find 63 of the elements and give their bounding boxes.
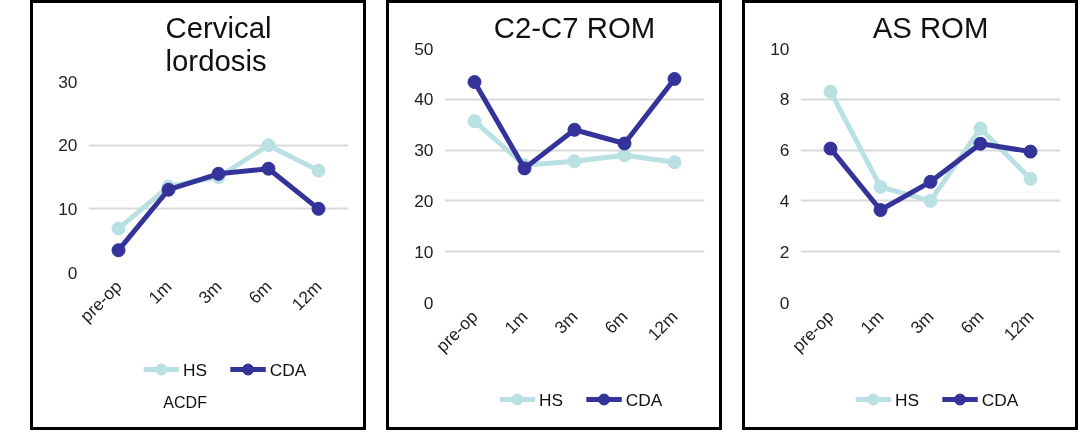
y-tick-label: 10 <box>770 38 790 59</box>
point <box>467 75 482 90</box>
point <box>823 84 838 99</box>
y-tick-label: 20 <box>58 135 78 156</box>
y-tick-label: 10 <box>58 198 78 219</box>
y-tick-label: 8 <box>779 89 790 110</box>
point <box>667 71 682 86</box>
point <box>973 136 988 151</box>
x-tick-label: 6m <box>600 306 632 338</box>
x-tick-label: 1m <box>144 276 176 308</box>
chart-title: Cervical lordosis <box>165 10 272 77</box>
point <box>873 203 888 218</box>
y-tick-label: 40 <box>414 89 434 110</box>
point <box>667 155 682 170</box>
x-tick-label: 12m <box>287 276 326 315</box>
point <box>261 138 276 153</box>
x-tick-label: 1m <box>856 306 888 338</box>
x-tick-label: 6m <box>244 276 276 308</box>
y-tick-label: 20 <box>414 190 434 211</box>
y-tick-label: 30 <box>58 71 78 92</box>
x-tick-label: 12m <box>643 306 682 345</box>
point <box>567 154 582 169</box>
point <box>467 114 482 129</box>
x-tick-label: 6m <box>956 306 988 338</box>
legend-label: HS <box>183 359 208 380</box>
x-tick-label: 3m <box>194 276 226 308</box>
point <box>873 179 888 194</box>
point <box>923 193 938 208</box>
text: ACDF <box>163 394 208 411</box>
point <box>823 141 838 156</box>
legend-label: CDA <box>981 389 1019 410</box>
y-tick-label: 50 <box>414 38 434 59</box>
y-tick-label: 0 <box>67 262 78 283</box>
chart-title: AS ROM <box>872 10 989 44</box>
chart-title: C2-C7 ROM <box>493 10 656 44</box>
y-tick-label: 0 <box>779 292 790 313</box>
point <box>311 201 326 216</box>
legend-label: CDA <box>625 389 663 410</box>
point <box>973 121 988 136</box>
point <box>311 163 326 178</box>
y-tick-label: 30 <box>414 140 434 161</box>
y-tick-label: 2 <box>779 241 790 262</box>
x-tick-label: 3m <box>906 306 938 338</box>
point <box>923 174 938 189</box>
point <box>1023 171 1038 186</box>
y-tick-label: 6 <box>779 140 790 161</box>
legend-label: CDA <box>269 359 307 380</box>
y-tick-label: 10 <box>414 241 434 262</box>
x-tick-label: 1m <box>500 306 532 338</box>
point <box>111 243 126 258</box>
point <box>617 148 632 163</box>
point <box>1023 144 1038 159</box>
point <box>211 166 226 181</box>
x-tick-label: 3m <box>550 306 582 338</box>
point <box>261 161 276 176</box>
point <box>111 221 126 236</box>
point <box>617 136 632 151</box>
point <box>567 122 582 137</box>
y-tick-label: 0 <box>423 292 434 313</box>
y-tick-label: 4 <box>779 190 790 211</box>
x-tick-label: 12m <box>999 306 1038 345</box>
legend-label: HS <box>539 389 564 410</box>
legend-label: HS <box>895 389 920 410</box>
